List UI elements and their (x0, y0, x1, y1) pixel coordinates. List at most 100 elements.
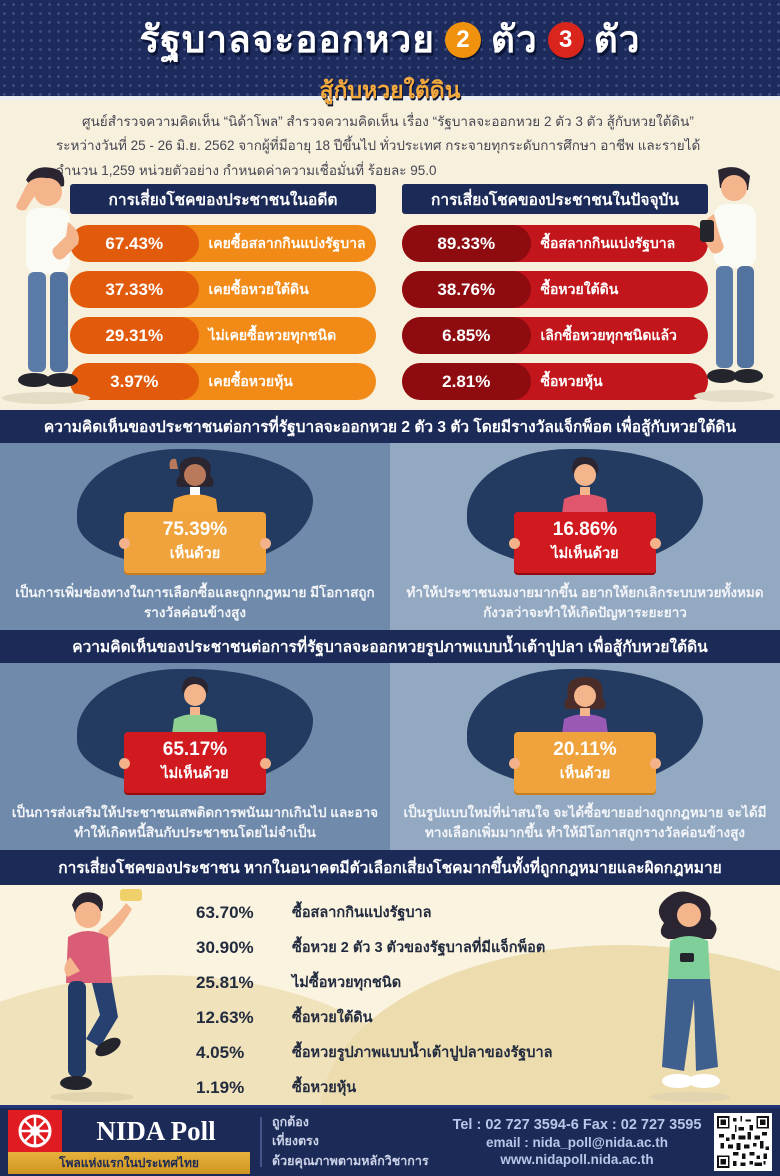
stat-label: เคยซื้อสลากกินแบ่งรัฐบาล (208, 234, 366, 251)
jackpot-disagree-card: 16.86% ไม่เห็นด้วย ทำให้ประชาชนงมงายมากข… (390, 443, 780, 630)
qr-code (714, 1113, 772, 1171)
item-percentage: 30.90% (196, 937, 254, 957)
list-item: 63.70% ซื้อสลากกินแบ่งรัฐบาล (196, 895, 552, 930)
stat-label: เคยซื้อหวยใต้ดิน (208, 280, 309, 297)
item-label: ซื้อสลากกินแบ่งรัฐบาล (292, 905, 432, 921)
agree-percentage: 75.39% (162, 519, 228, 540)
future-section-body: 63.70% ซื้อสลากกินแบ่งรัฐบาล 30.90% ซื้อ… (0, 885, 780, 1105)
disagree-percentage: 65.17% (162, 739, 228, 760)
opinion-blob: 16.86% ไม่เห็นด้วย (467, 449, 703, 573)
brand-name: NIDA Poll (96, 1115, 216, 1146)
tagline-precise: เที่ยงตรง (272, 1134, 319, 1149)
item-label: ซื้อหวยหุ้น (292, 1080, 357, 1096)
future-list: 63.70% ซื้อสลากกินแบ่งรัฐบาล 30.90% ซื้อ… (196, 895, 552, 1105)
picture-disagree-card: 65.17% ไม่เห็นด้วย เป็นการส่งเสริมให้ประ… (0, 663, 390, 850)
stat-bar: 6.85% เลิกซื้อหวยทุกชนิดแล้ว (402, 317, 708, 354)
disagree-percentage: 16.86% (552, 519, 618, 540)
list-item: 1.19% ซื้อหวยหุ้น (196, 1070, 552, 1105)
item-percentage: 12.63% (196, 1007, 254, 1027)
present-header: การเสี่ยงโชคของประชาชนในปัจจุบัน (402, 184, 708, 214)
stat-bar: 37.33% เคยซื้อหวยใต้ดิน (70, 271, 376, 308)
stat-percentage: 2.81% (402, 363, 531, 400)
opinion-blob: 20.11% เห็นด้วย (467, 669, 703, 793)
stat-bar: 89.33% ซื้อสลากกินแบ่งรัฐบาล (402, 225, 708, 262)
agree-label: เห็นด้วย (169, 546, 221, 562)
footer-divider (260, 1117, 262, 1167)
stat-percentage: 3.97% (70, 363, 199, 400)
stat-label: ซื้อหวยใต้ดิน (540, 280, 619, 297)
column-present: การเสี่ยงโชคของประชาชนในปัจจุบัน 89.33% … (402, 184, 708, 409)
stat-percentage: 6.85% (402, 317, 531, 354)
jackpot-section-header: ความคิดเห็นของประชาชนต่อการที่รัฐบาลจะออ… (0, 410, 780, 443)
disagree-label: ไม่เห็นด้วย (551, 546, 619, 562)
poster-header: รัฐบาลจะออกหวย 2 ตัว 3 ตัว สู้กับหวยใต้ด… (0, 0, 780, 103)
list-item: 12.63% ซื้อหวยใต้ดิน (196, 1000, 552, 1035)
disagree-caption: ทำให้ประชาชนงมงายมากขึ้น อยากให้ยกเลิกระ… (406, 585, 764, 621)
tagline-quality: ด้วยคุณภาพตามหลักวิชาการ (272, 1153, 429, 1168)
section-past-present: การเสี่ยงโชคของประชาชนในอดีต 67.43% เคยซ… (0, 167, 780, 410)
contact-email[interactable]: email : nida_poll@nida.ac.th (486, 1135, 668, 1150)
opinion-blob: 75.39% เห็นด้วย (77, 449, 313, 573)
disagree-sign: 16.86% ไม่เห็นด้วย (509, 512, 661, 573)
agree-label: เห็นด้วย (559, 766, 611, 782)
title-text: รัฐบาลจะออกหวย (139, 19, 435, 60)
stat-label: ไม่เคยซื้อหวยทุกชนิด (208, 326, 337, 343)
title-word-tua-2: ตัว (593, 19, 641, 60)
stat-bar: 29.31% ไม่เคยซื้อหวยทุกชนิด (70, 317, 376, 354)
agree-caption: เป็นรูปแบบใหม่ที่น่าสนใจ จะได้ซื้อขายอย่… (403, 805, 767, 841)
item-percentage: 25.81% (196, 972, 254, 992)
survey-intro: ศูนย์สำรวจความคิดเห็น “นิด้าโพล” สำรวจคว… (0, 100, 780, 178)
stat-percentage: 67.43% (70, 225, 199, 262)
list-item: 4.05% ซื้อหวยรูปภาพแบบน้ำเต้าปูปลาของรัฐ… (196, 1035, 552, 1070)
past-header: การเสี่ยงโชคของประชาชนในอดีต (70, 184, 376, 214)
stat-label: ซื้อสลากกินแบ่งรัฐบาล (540, 234, 676, 251)
item-percentage: 63.70% (196, 902, 254, 922)
stat-percentage: 89.33% (402, 225, 531, 262)
item-label: ซื้อหวยใต้ดิน (292, 1010, 373, 1026)
picture-lottery-section-body: 65.17% ไม่เห็นด้วย เป็นการส่งเสริมให้ประ… (0, 663, 780, 850)
stat-label: เคยซื้อหวยหุ้น (208, 372, 293, 389)
badge-number-3: 3 (547, 21, 584, 58)
illustration-woman-standing-with-phone (650, 891, 730, 1102)
picture-agree-card: 20.11% เห็นด้วย เป็นรูปแบบใหม่ที่น่าสนใจ… (390, 663, 780, 850)
disagree-label: ไม่เห็นด้วย (161, 766, 229, 782)
illustration-man-scratching-head (2, 167, 90, 404)
stat-label: เลิกซื้อหวยทุกชนิดแล้ว (540, 326, 677, 343)
list-item: 30.90% ซื้อหวย 2 ตัว 3 ตัวของรัฐบาลที่มี… (196, 930, 552, 965)
badge-number-2: 2 (444, 21, 481, 58)
agree-caption: เป็นการเพิ่มช่องทางในการเลือกซื้อและถูกก… (15, 585, 375, 621)
jackpot-section-body: 75.39% เห็นด้วย เป็นการเพิ่มช่องทางในการ… (0, 443, 780, 630)
disagree-caption: เป็นการส่งเสริมให้ประชาชนเสพติดการพนันมา… (11, 805, 379, 841)
brand-banner: โพลแห่งแรกในประเทศไทย (8, 1152, 250, 1174)
item-percentage: 1.19% (196, 1077, 245, 1097)
stat-label: ซื้อหวยหุ้น (540, 372, 603, 389)
item-label: ซื้อหวย 2 ตัว 3 ตัวของรัฐบาลที่มีแจ็กพ็อ… (292, 940, 546, 956)
tagline-accurate: ถูกต้อง (272, 1114, 309, 1129)
stat-bar: 67.43% เคยซื้อสลากกินแบ่งรัฐบาล (70, 225, 376, 262)
column-past: การเสี่ยงโชคของประชาชนในอดีต 67.43% เคยซ… (70, 184, 376, 409)
header-divider (0, 96, 780, 100)
poster-subtitle: สู้กับหวยใต้ดิน (319, 77, 461, 103)
nida-poll-logo: NIDA Poll โพลแห่งแรกในประเทศไทย (8, 1110, 250, 1174)
item-label: ซื้อหวยรูปภาพแบบน้ำเต้าปูปลาของรัฐบาล (292, 1045, 553, 1061)
footer-taglines: ถูกต้อง เที่ยงตรง ด้วยคุณภาพตามหลักวิชาก… (272, 1113, 440, 1171)
footer-contact: Tel : 02 727 3594-6 Fax : 02 727 3595 em… (440, 1117, 714, 1167)
stat-bar: 3.97% เคยซื้อหวยหุ้น (70, 363, 376, 400)
disagree-sign: 65.17% ไม่เห็นด้วย (119, 732, 271, 793)
contact-website[interactable]: www.nidapoll.nida.ac.th (500, 1152, 654, 1167)
list-item: 25.81% ไม่ซื้อหวยทุกชนิด (196, 965, 552, 1000)
poster-footer: NIDA Poll โพลแห่งแรกในประเทศไทย ถูกต้อง … (0, 1105, 780, 1176)
stat-percentage: 38.76% (402, 271, 531, 308)
stat-bar: 38.76% ซื้อหวยใต้ดิน (402, 271, 708, 308)
jackpot-agree-card: 75.39% เห็นด้วย เป็นการเพิ่มช่องทางในการ… (0, 443, 390, 630)
agree-sign: 75.39% เห็นด้วย (119, 512, 271, 573)
future-section-header: การเสี่ยงโชคของประชาชน หากในอนาคตมีตัวเล… (0, 850, 780, 885)
contact-tel-fax: Tel : 02 727 3594-6 Fax : 02 727 3595 (452, 1117, 702, 1133)
poster-title: รัฐบาลจะออกหวย 2 ตัว 3 ตัว (0, 10, 780, 69)
stat-bar: 2.81% ซื้อหวยหุ้น (402, 363, 708, 400)
survey-intro-text: ศูนย์สำรวจความคิดเห็น “นิด้าโพล” สำรวจคว… (56, 114, 701, 178)
illustration-man-dancing-with-money (50, 889, 142, 1102)
picture-lottery-section-header: ความคิดเห็นของประชาชนต่อการที่รัฐบาลจะออ… (0, 630, 780, 663)
item-label: ไม่ซื้อหวยทุกชนิด (292, 975, 402, 991)
